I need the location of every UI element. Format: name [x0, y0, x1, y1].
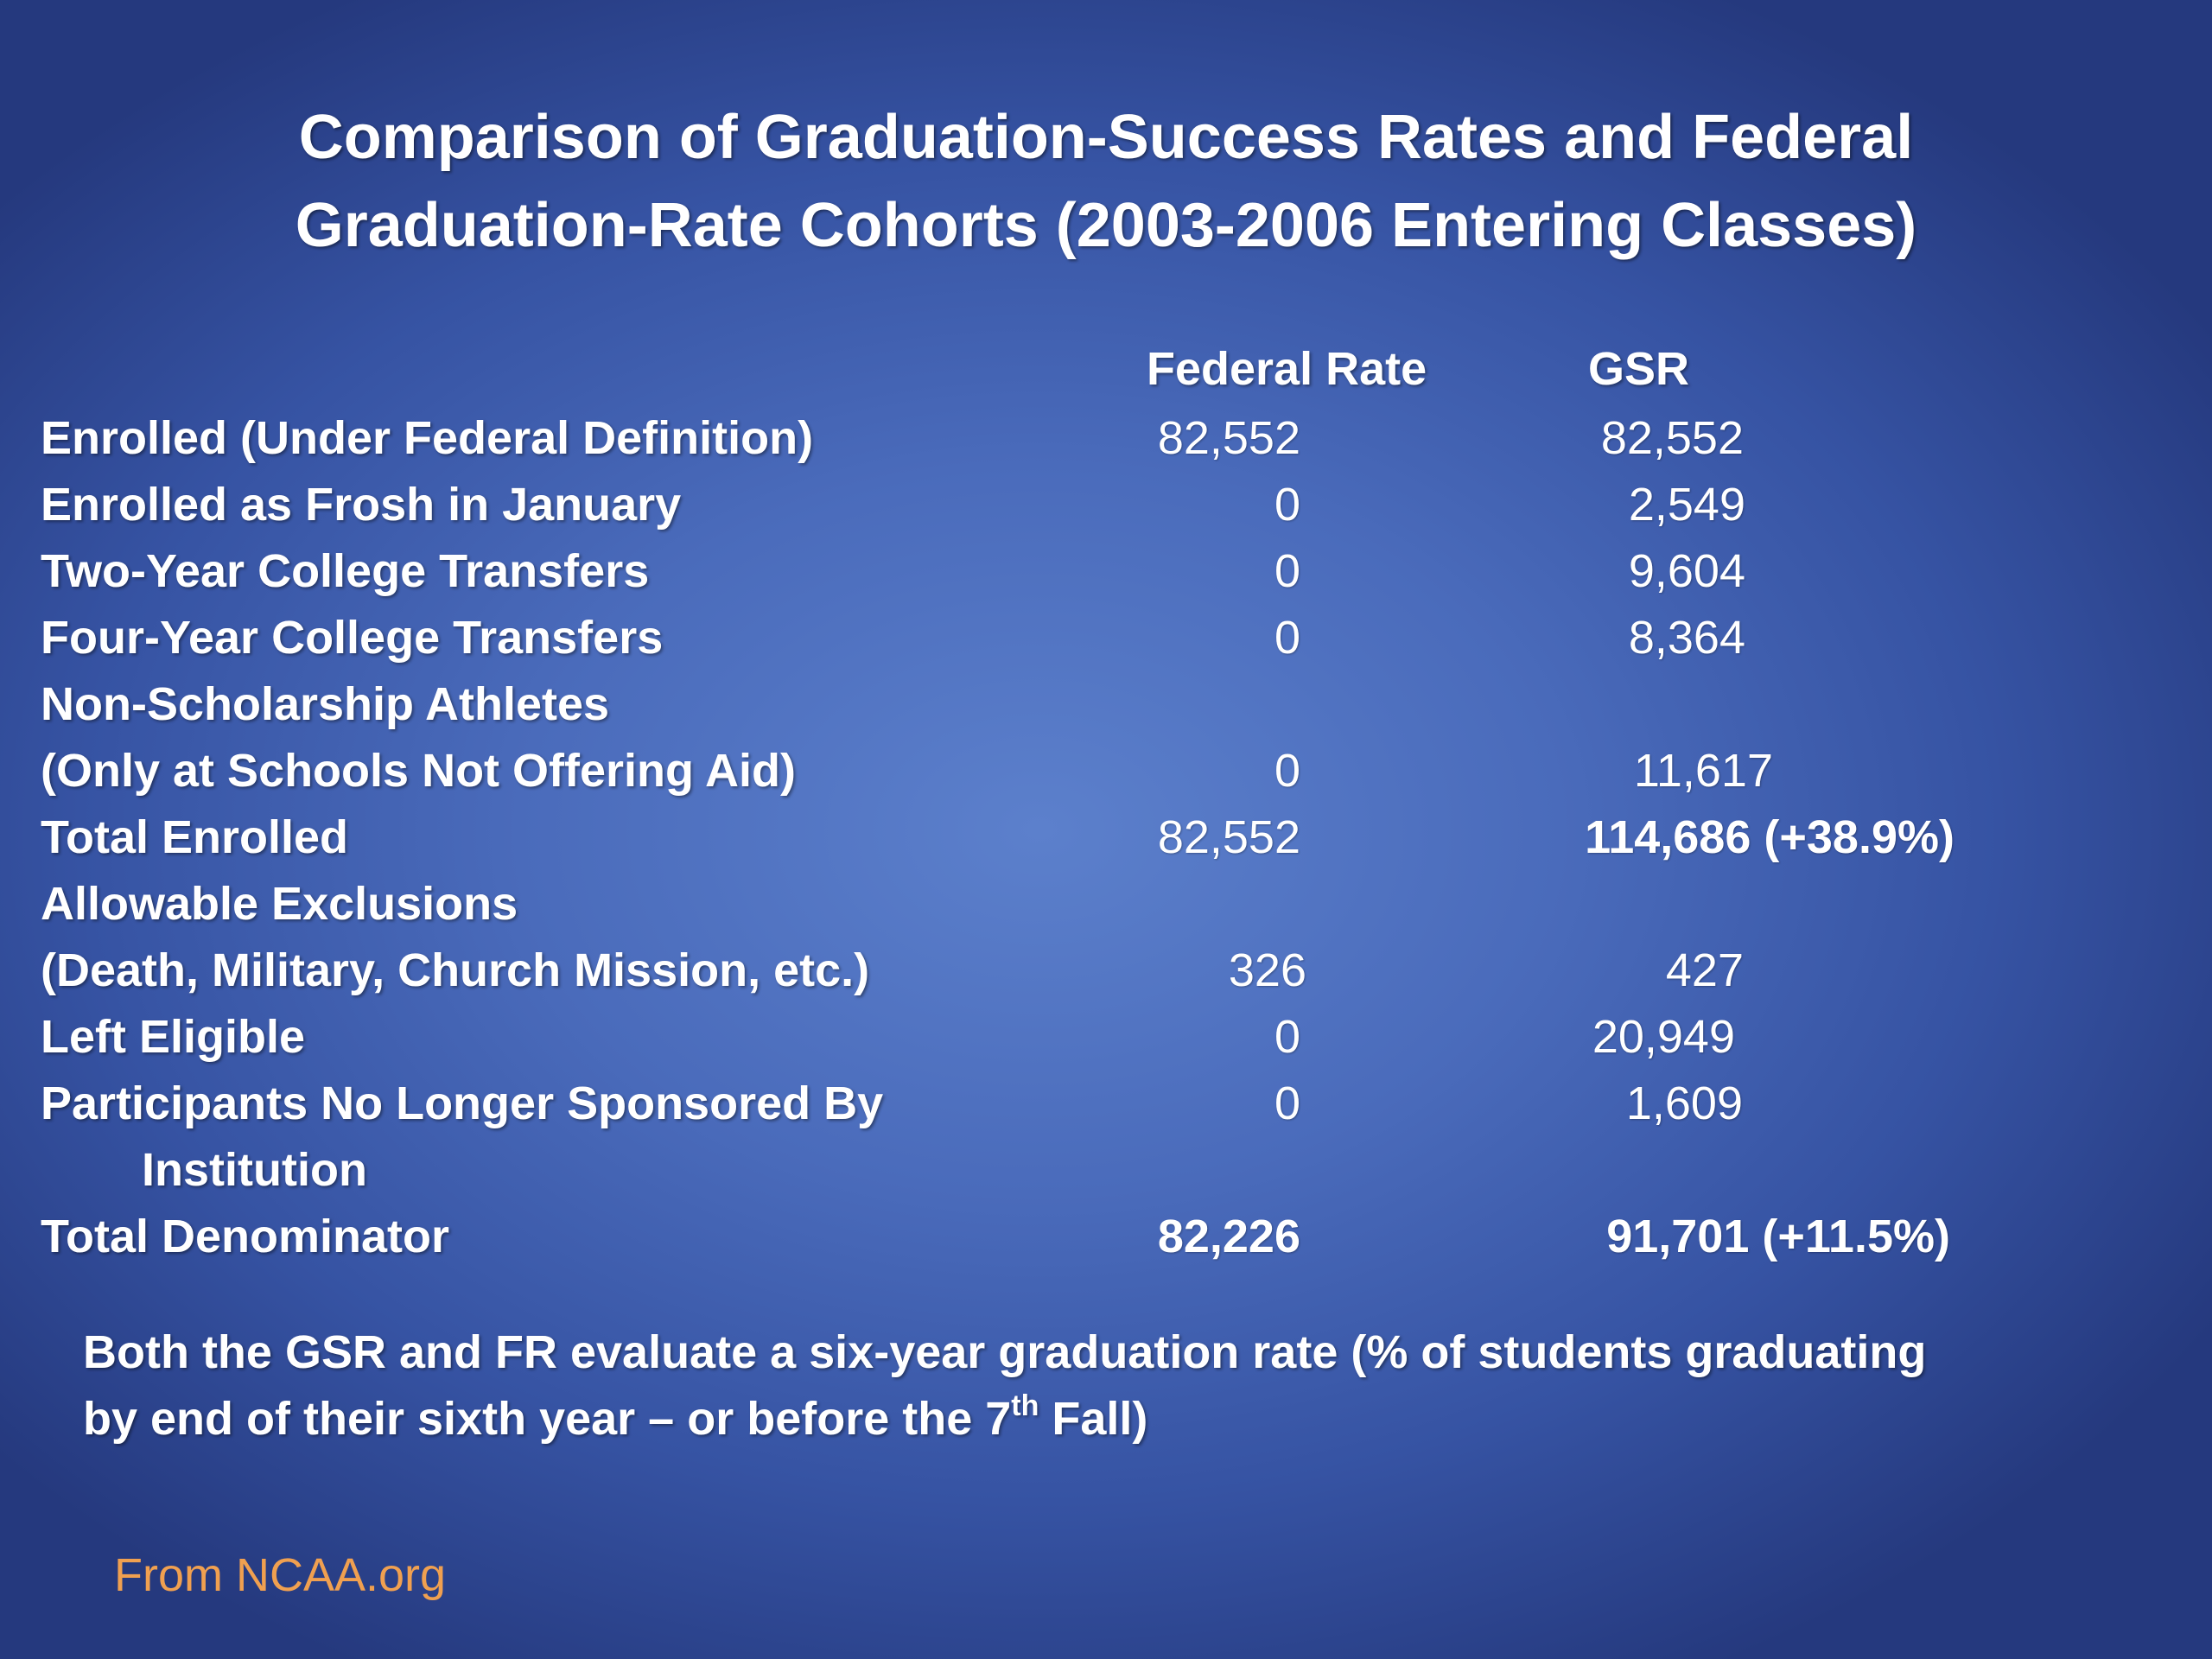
- gsr-value: 1,609: [1625, 1077, 1743, 1129]
- column-header-federal-rate: Federal Rate: [1147, 343, 1427, 395]
- footnote-line-2-end: Fall): [1039, 1393, 1148, 1445]
- gsr-value: 91,701 (+11.5%): [1606, 1211, 1950, 1262]
- table-row-total-denominator: Total Denominator 82,226 91,701 (+11.5%): [0, 1204, 2212, 1270]
- row-label: (Only at Schools Not Offering Aid): [41, 745, 796, 797]
- gsr-value: 9,604: [1628, 545, 1745, 597]
- gsr-value: 20,949: [1592, 1011, 1735, 1063]
- row-label: Four-Year College Transfers: [41, 612, 664, 664]
- source-credit: From NCAA.org: [114, 1549, 447, 1601]
- ordinal-superscript: th: [1011, 1389, 1039, 1422]
- comparison-table: Enrolled (Under Federal Definition) 82,5…: [0, 405, 2212, 1270]
- row-label: Allowable Exclusions: [41, 878, 518, 930]
- table-row: Left Eligible 0 20,949: [0, 1004, 2212, 1071]
- row-label: Two-Year College Transfers: [41, 545, 650, 597]
- gsr-value: 114,686 (+38.9%): [1585, 811, 1955, 863]
- table-row: Institution: [0, 1137, 2212, 1204]
- row-label: Institution: [142, 1144, 367, 1196]
- row-label: Enrolled (Under Federal Definition): [41, 412, 814, 464]
- federal-value: 0: [1274, 1077, 1300, 1129]
- slide-title: Comparison of Graduation-Success Rates a…: [0, 93, 2212, 270]
- row-label: Left Eligible: [41, 1011, 306, 1063]
- footnote-line-2-text: by end of their sixth year – or before t…: [83, 1393, 1012, 1445]
- table-row-total-enrolled: Total Enrolled 82,552 114,686 (+38.9%): [0, 804, 2212, 871]
- federal-value: 326: [1228, 944, 1306, 996]
- row-label: (Death, Military, Church Mission, etc.): [41, 944, 870, 996]
- row-label: Total Enrolled: [41, 811, 349, 863]
- federal-value: 0: [1274, 745, 1300, 797]
- federal-value: 0: [1274, 612, 1300, 664]
- table-row: Non-Scholarship Athletes: [0, 671, 2212, 738]
- table-row: (Death, Military, Church Mission, etc.) …: [0, 938, 2212, 1004]
- table-row: Four-Year College Transfers 0 8,364: [0, 605, 2212, 671]
- row-label: Enrolled as Frosh in January: [41, 479, 682, 531]
- table-row: Participants No Longer Sponsored By 0 1,…: [0, 1071, 2212, 1137]
- federal-value: 82,552: [1157, 811, 1300, 863]
- federal-value: 0: [1274, 545, 1300, 597]
- column-header-gsr: GSR: [1588, 343, 1690, 395]
- table-row: Enrolled (Under Federal Definition) 82,5…: [0, 405, 2212, 472]
- gsr-value: 82,552: [1600, 412, 1744, 464]
- table-row: Allowable Exclusions: [0, 871, 2212, 938]
- gsr-value: 8,364: [1628, 612, 1745, 664]
- federal-value: 0: [1274, 479, 1300, 531]
- federal-value: 82,226: [1157, 1211, 1300, 1262]
- row-label: Non-Scholarship Athletes: [41, 678, 610, 730]
- gsr-value: 427: [1665, 944, 1744, 996]
- federal-value: 0: [1274, 1011, 1300, 1063]
- federal-value: 82,552: [1157, 412, 1300, 464]
- table-row: Two-Year College Transfers 0 9,604: [0, 538, 2212, 605]
- title-line-2: Graduation-Rate Cohorts (2003-2006 Enter…: [295, 191, 1917, 260]
- footnote-line-1: Both the GSR and FR evaluate a six-year …: [83, 1326, 1927, 1378]
- table-row: Enrolled as Frosh in January 0 2,549: [0, 472, 2212, 538]
- footnote: Both the GSR and FR evaluate a six-year …: [83, 1319, 2113, 1452]
- gsr-value: 2,549: [1628, 479, 1745, 531]
- gsr-value: 11,617: [1633, 745, 1773, 797]
- footnote-line-2: by end of their sixth year – or before t…: [83, 1386, 2113, 1452]
- title-line-1: Comparison of Graduation-Success Rates a…: [298, 103, 1914, 172]
- table-row: (Only at Schools Not Offering Aid) 0 11,…: [0, 738, 2212, 804]
- row-label: Total Denominator: [41, 1211, 450, 1262]
- row-label: Participants No Longer Sponsored By: [41, 1077, 884, 1129]
